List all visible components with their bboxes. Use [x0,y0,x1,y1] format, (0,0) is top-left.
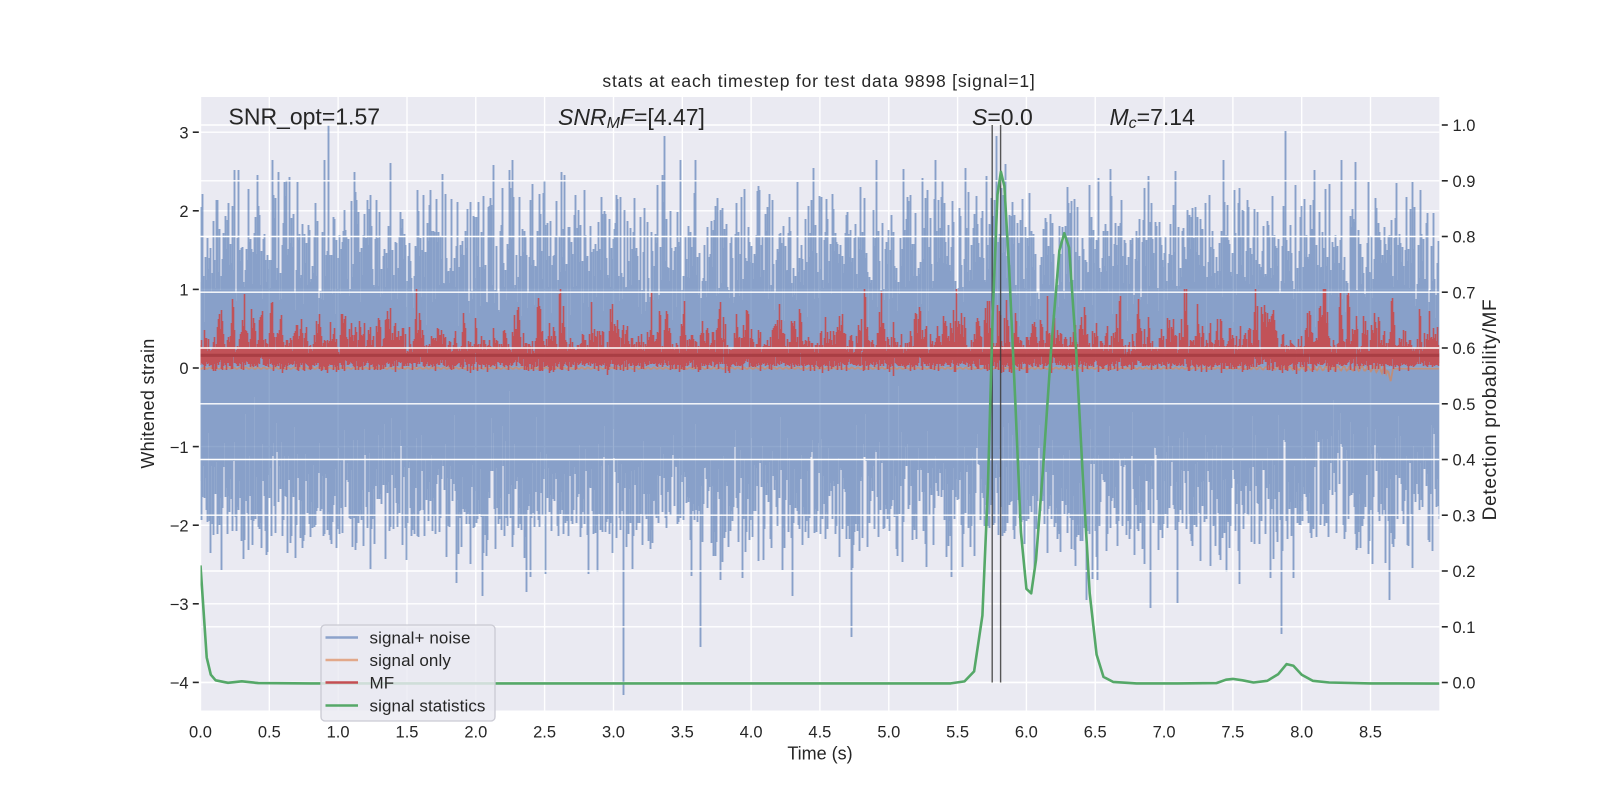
svg-text:6.0: 6.0 [1015,724,1038,742]
svg-text:0.8: 0.8 [1453,229,1476,247]
svg-text:Mc=7.14: Mc=7.14 [1110,104,1196,132]
svg-text:0.0: 0.0 [189,724,212,742]
svg-text:SNRMF=[4.47]: SNRMF=[4.47] [558,104,705,132]
svg-text:6.5: 6.5 [1084,724,1107,742]
svg-text:signal+ noise: signal+ noise [370,629,471,648]
svg-text:0.6: 0.6 [1453,340,1476,358]
svg-text:4.0: 4.0 [740,724,763,742]
svg-text:0.5: 0.5 [1453,396,1476,414]
svg-text:SNR_opt=1.57: SNR_opt=1.57 [229,104,381,130]
svg-text:stats at each timestep for tes: stats at each timestep for test data 989… [602,71,1035,91]
svg-text:3.0: 3.0 [602,724,625,742]
svg-text:8.5: 8.5 [1359,724,1382,742]
svg-text:5.5: 5.5 [946,724,969,742]
svg-text:1.0: 1.0 [327,724,350,742]
svg-text:3: 3 [179,124,188,142]
svg-text:Whitened strain: Whitened strain [138,338,158,468]
svg-text:0.5: 0.5 [258,724,281,742]
svg-text:2.5: 2.5 [533,724,556,742]
svg-text:−1: −1 [170,439,189,457]
svg-text:2: 2 [179,203,188,221]
svg-text:MF: MF [370,674,395,693]
svg-text:4.5: 4.5 [808,724,831,742]
svg-text:−2: −2 [170,517,189,535]
svg-text:S=0.0: S=0.0 [972,104,1033,130]
svg-text:7.0: 7.0 [1153,724,1176,742]
svg-text:1.0: 1.0 [1453,117,1476,135]
svg-text:−3: −3 [170,596,189,614]
svg-text:0.4: 0.4 [1453,452,1476,470]
svg-text:0.7: 0.7 [1453,284,1476,302]
svg-text:0.0: 0.0 [1453,675,1476,693]
svg-text:signal only: signal only [370,651,452,670]
svg-text:Detection probability/MF: Detection probability/MF [1480,299,1501,521]
svg-text:8.0: 8.0 [1290,724,1313,742]
svg-text:−4: −4 [170,675,189,693]
svg-text:5.0: 5.0 [877,724,900,742]
svg-text:0.9: 0.9 [1453,173,1476,191]
svg-text:0.2: 0.2 [1453,563,1476,581]
svg-text:1.5: 1.5 [396,724,419,742]
svg-text:Time (s): Time (s) [787,744,852,764]
svg-text:0: 0 [179,360,188,378]
svg-text:3.5: 3.5 [671,724,694,742]
svg-text:0.3: 0.3 [1453,508,1476,526]
svg-text:0.1: 0.1 [1453,619,1476,637]
svg-text:signal statistics: signal statistics [370,697,486,716]
svg-text:2.0: 2.0 [464,724,487,742]
svg-text:7.5: 7.5 [1221,724,1244,742]
svg-text:1: 1 [179,282,188,300]
